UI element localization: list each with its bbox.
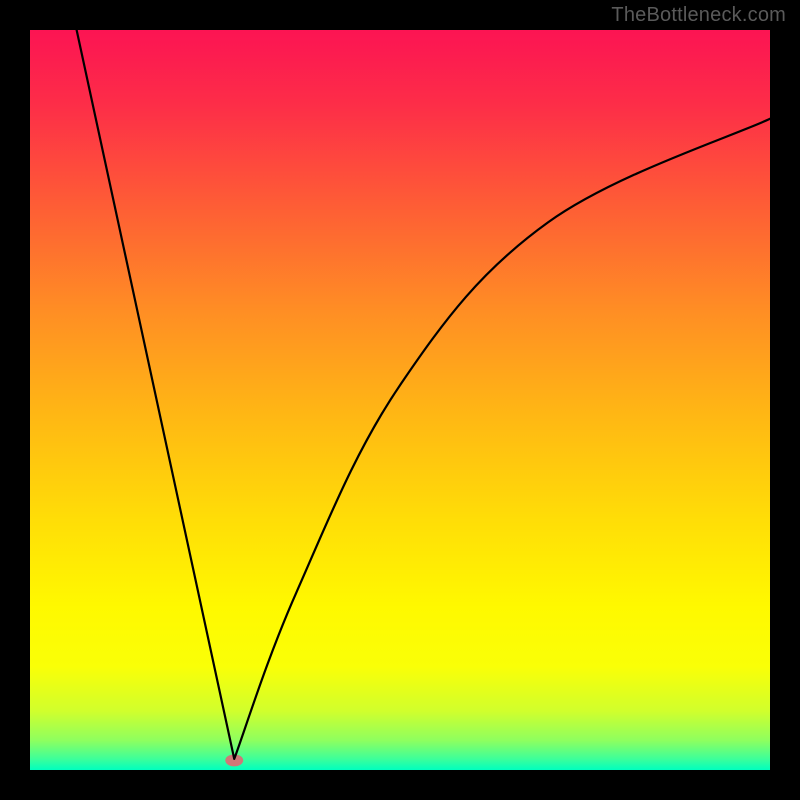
chart-container: TheBottleneck.com xyxy=(0,0,800,800)
plot-background xyxy=(30,30,770,770)
watermark-text: TheBottleneck.com xyxy=(611,4,786,27)
chart-svg xyxy=(0,0,800,800)
